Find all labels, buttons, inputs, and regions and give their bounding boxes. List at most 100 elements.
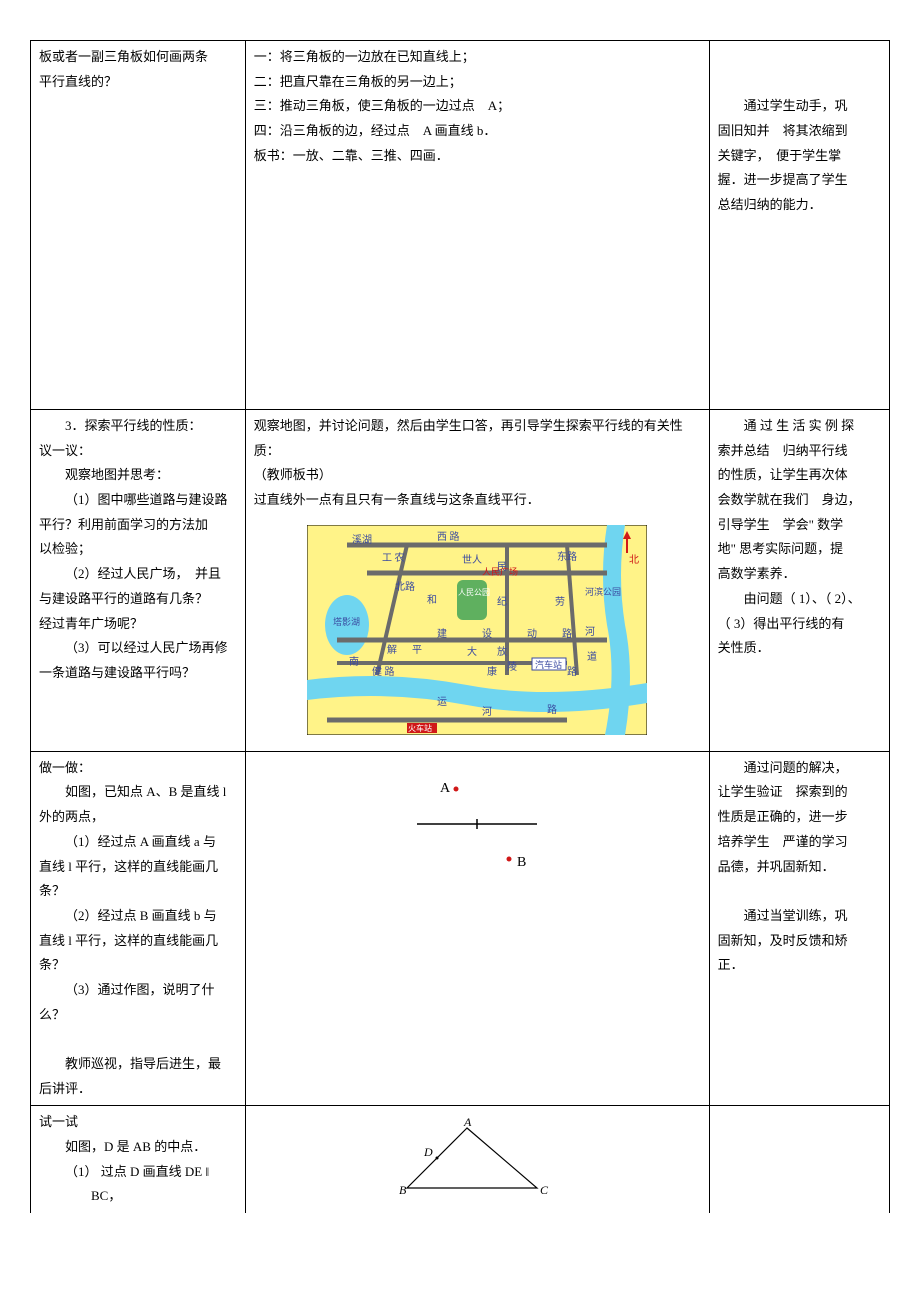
svg-text:健 路: 健 路	[372, 665, 395, 678]
text: 条？	[39, 957, 65, 972]
text: 板书：一放、二靠、三推、四画．	[254, 148, 449, 163]
text: 与建设路平行的道路有几条？	[39, 591, 208, 606]
triangle-figure: A B C D	[397, 1118, 567, 1198]
svg-text:大: 大	[467, 645, 477, 658]
text: （2）经过人民广场， 并且	[39, 562, 237, 587]
r2-right: 通 过 生 活 实 例 探 索并总结 归纳平行线 的性质，让学生再次体 会数学就…	[709, 410, 889, 752]
text: （3）可以经过人民广场再修	[39, 636, 237, 661]
text: BC，	[39, 1184, 237, 1209]
svg-text:劳: 劳	[555, 595, 565, 608]
text: 经过青年广场呢？	[39, 616, 143, 631]
r1-left: 板或者一副三角板如何画两条 平行直线的？	[31, 41, 246, 410]
svg-text:道: 道	[587, 650, 597, 663]
svg-text:人民广场: 人民广场	[482, 566, 518, 577]
text: 试一试	[39, 1114, 78, 1129]
svg-text:南: 南	[349, 655, 359, 668]
svg-text:西 路: 西 路	[437, 530, 460, 543]
text: 四：沿三角板的边，经过点 A 画直线 b．	[254, 123, 497, 138]
text: 关键字， 便于学生掌	[718, 148, 842, 163]
text: 三：推动三角板，使三角板的一边过点 A；	[254, 98, 510, 113]
r3-left: 做一做： 如图，已知点 A、B 是直线 l 外的两点， （1）经过点 A 画直线…	[31, 751, 246, 1106]
text: （1）图中哪些道路与建设路	[39, 488, 237, 513]
svg-text:路: 路	[547, 703, 557, 716]
text: 教师巡视，指导后进生，最	[39, 1052, 237, 1077]
r1-mid: 一：将三角板的一边放在已知直线上； 二：把直尺靠在三角板的另一边上； 三：推动三…	[245, 41, 709, 410]
text: 观察地图，并讨论问题，然后由学生口答，再引导学生探索平行线的有关性质：	[254, 418, 683, 458]
svg-text:B: B	[399, 1183, 407, 1197]
text: 直线 l 平行，这样的直线能画几	[39, 859, 218, 874]
svg-text:A: A	[463, 1118, 472, 1129]
text: 总结归纳的能力．	[718, 197, 822, 212]
text: 如图，D 是 AB 的中点．	[39, 1135, 237, 1160]
r4-mid: A B C D	[245, 1106, 709, 1213]
r4-left: 试一试 如图，D 是 AB 的中点． （1） 过点 D 画直线 DE ‖ BC，	[31, 1106, 246, 1213]
text: （ 3）得出平行线的有	[718, 616, 845, 631]
svg-text:运: 运	[437, 696, 447, 708]
svg-text:河: 河	[585, 626, 595, 638]
text: 条？	[39, 883, 65, 898]
text: 培养学生 严谨的学习	[718, 834, 848, 849]
text: 如图，已知点 A、B 是直线 l	[39, 780, 237, 805]
text: 让学生验证 探索到的	[718, 784, 848, 799]
text: 通过当堂训练，巩	[718, 908, 848, 923]
svg-text:纪: 纪	[497, 596, 507, 608]
text: 平行直线的？	[39, 74, 117, 89]
svg-text:C: C	[540, 1183, 549, 1197]
svg-text:路: 路	[562, 627, 572, 640]
svg-text:陵: 陵	[507, 661, 517, 673]
text: 通过问题的解决，	[718, 760, 848, 775]
text: （3）通过作图，说明了什么？	[39, 978, 237, 1027]
text: 二：把直尺靠在三角板的另一边上；	[254, 74, 462, 89]
svg-text:A: A	[440, 781, 451, 796]
text: 固旧知并 将其浓缩到	[718, 123, 848, 138]
text: 由问题（ 1）、（ 2）、	[718, 591, 861, 606]
r4-right	[709, 1106, 889, 1213]
svg-text:工 农: 工 农	[382, 551, 405, 564]
text: 会数学就在我们 身边，	[718, 492, 861, 507]
text: 一：将三角板的一边放在已知直线上；	[254, 49, 475, 64]
svg-text:溪湖: 溪湖	[352, 534, 372, 546]
svg-text:康: 康	[487, 665, 497, 678]
svg-text:B: B	[517, 855, 526, 870]
text: 固新知，及时反馈和矫	[718, 933, 848, 948]
svg-text:北: 北	[629, 554, 639, 566]
text: 通 过 生 活 实 例 探	[718, 418, 855, 433]
text: 品德，并巩固新知．	[718, 859, 835, 874]
text: 引导学生 学会" 数学	[718, 517, 844, 532]
svg-text:汽车站: 汽车站	[535, 659, 562, 670]
text: 后讲评．	[39, 1081, 91, 1096]
r1-right: 通过学生动手，巩 固旧知并 将其浓缩到 关键字， 便于学生掌 握．进一步提高了学…	[709, 41, 889, 410]
svg-text:河滨公园: 河滨公园	[585, 586, 621, 597]
r2-left: 3．探索平行线的性质： 议一议： 观察地图并思考： （1）图中哪些道路与建设路 …	[31, 410, 246, 752]
text: 索并总结 归纳平行线	[718, 443, 848, 458]
text: 3．探索平行线的性质：	[39, 418, 202, 433]
svg-text:动: 动	[527, 628, 537, 640]
text: （1） 过点 D 画直线 DE ‖	[39, 1160, 237, 1185]
text: 通过学生动手，巩	[718, 98, 848, 113]
text: 握．进一步提高了学生	[718, 172, 848, 187]
text: （1）经过点 A 画直线 a 与	[39, 830, 237, 855]
text: 地" 思考实际问题，提	[718, 541, 844, 556]
map-figure: 北 西 路 溪湖 工 农 世人 民 东路 人民广场 北路 和 人民公园 纪 劳 …	[307, 525, 647, 735]
text: 外的两点，	[39, 809, 104, 824]
text: 观察地图并思考：	[39, 463, 237, 488]
text: 直线 l 平行，这样的直线能画几	[39, 933, 218, 948]
text: 关性质．	[718, 640, 770, 655]
svg-text:建: 建	[437, 627, 447, 640]
text: 做一做：	[39, 760, 91, 775]
svg-text:设: 设	[482, 628, 492, 640]
text: 一条道路与建设路平行吗？	[39, 665, 195, 680]
svg-text:北路: 北路	[395, 580, 415, 593]
r2-mid: 观察地图，并讨论问题，然后由学生口答，再引导学生探索平行线的有关性质： （教师板…	[245, 410, 709, 752]
svg-text:塔影湖: 塔影湖	[333, 616, 360, 627]
text: 以检验；	[39, 541, 91, 556]
text: 板或者一副三角板如何画两条	[39, 49, 208, 64]
svg-text:路: 路	[567, 665, 577, 678]
svg-text:D: D	[423, 1145, 433, 1159]
r3-mid: A B	[245, 751, 709, 1106]
text: 平行？利用前面学习的方法加	[39, 517, 208, 532]
svg-text:世人: 世人	[462, 554, 482, 566]
text: （2）经过点 B 画直线 b 与	[39, 904, 237, 929]
text: 正．	[718, 957, 744, 972]
r3-right: 通过问题的解决， 让学生验证 探索到的 性质是正确的，进一步 培养学生 严谨的学…	[709, 751, 889, 1106]
